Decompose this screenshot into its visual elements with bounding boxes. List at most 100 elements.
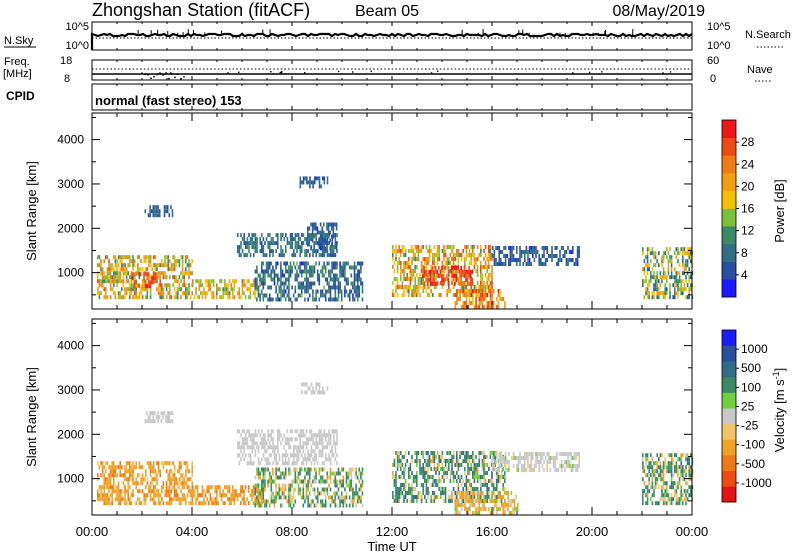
data-cell — [156, 493, 158, 498]
data-cell — [578, 452, 580, 456]
data-cell — [109, 287, 112, 292]
data-cell — [497, 305, 500, 309]
data-cell — [262, 495, 265, 500]
data-cell — [248, 489, 250, 494]
data-cell — [272, 269, 274, 274]
data-cell — [442, 273, 445, 278]
data-cell — [332, 285, 335, 290]
data-cell — [408, 451, 410, 455]
data-cell — [237, 233, 239, 238]
freq-dot — [237, 71, 240, 74]
data-cell — [501, 460, 504, 464]
data-cell — [300, 495, 303, 500]
data-cell — [643, 469, 646, 474]
data-cell — [224, 485, 226, 490]
data-cell — [356, 495, 359, 500]
data-cell — [475, 305, 477, 309]
data-cell — [318, 184, 321, 189]
data-cell — [472, 487, 474, 491]
data-cell — [156, 489, 158, 494]
data-cell — [148, 255, 150, 260]
data-cell — [678, 481, 681, 486]
data-cell — [127, 485, 129, 490]
data-cell — [411, 293, 413, 297]
data-cell — [254, 291, 256, 296]
data-cell — [248, 249, 250, 254]
data-cell — [449, 269, 452, 273]
data-cell — [204, 279, 207, 284]
data-cell — [337, 281, 340, 286]
data-cell — [286, 499, 289, 504]
data-cell — [293, 445, 295, 450]
data-cell — [392, 495, 394, 499]
data-cell — [483, 499, 485, 503]
data-cell — [414, 289, 416, 293]
data-cell — [267, 245, 269, 250]
freq-dot — [303, 71, 306, 74]
data-cell — [209, 493, 212, 498]
data-cell — [124, 267, 126, 272]
data-cell — [301, 390, 303, 395]
data-cell — [138, 473, 141, 478]
data-cell — [677, 295, 679, 300]
data-cell — [132, 267, 134, 272]
data-cell — [646, 497, 649, 502]
data-cell — [686, 283, 689, 288]
data-cell — [119, 259, 121, 264]
data-cell — [512, 246, 515, 250]
data-cell — [457, 483, 460, 487]
data-cell — [656, 465, 658, 470]
data-cell — [269, 461, 271, 466]
data-cell — [138, 267, 141, 272]
data-cell — [334, 222, 336, 227]
data-cell — [171, 209, 174, 214]
data-cell — [404, 451, 407, 455]
data-cell — [685, 493, 687, 498]
data-cell — [331, 495, 333, 500]
data-cell — [424, 257, 426, 261]
data-cell — [572, 468, 574, 472]
data-cell — [262, 471, 265, 476]
freq-dot — [156, 73, 158, 76]
freq-dot — [168, 77, 170, 80]
data-cell — [105, 279, 107, 284]
data-cell — [328, 269, 330, 274]
data-cell — [129, 255, 131, 260]
data-cell — [476, 487, 479, 491]
nsearch-tick-top: 10^5 — [707, 21, 731, 33]
data-cell — [538, 452, 540, 456]
data-cell — [393, 463, 396, 467]
data-cell — [313, 242, 315, 247]
data-cell — [578, 464, 580, 468]
data-cell — [219, 489, 221, 494]
data-cell — [480, 253, 482, 257]
data-cell — [333, 253, 335, 258]
data-cell — [666, 493, 668, 498]
data-cell — [667, 271, 670, 276]
data-cell — [289, 261, 292, 266]
data-cell — [270, 285, 273, 290]
data-cell — [268, 475, 271, 480]
data-cell — [153, 485, 155, 490]
data-cell — [658, 279, 660, 284]
data-cell — [320, 499, 322, 504]
data-cell — [470, 495, 472, 499]
data-cell — [169, 493, 171, 498]
data-cell — [204, 493, 207, 498]
data-cell — [358, 479, 361, 484]
range-tick-label: 1000 — [57, 472, 84, 486]
data-cell — [106, 477, 109, 482]
data-cell — [304, 249, 306, 254]
data-cell — [540, 460, 542, 464]
data-cell — [149, 295, 152, 300]
data-cell — [275, 273, 277, 278]
data-cell — [321, 475, 324, 480]
data-cell — [158, 415, 161, 420]
data-cell — [294, 429, 297, 434]
data-cell — [675, 493, 678, 498]
data-cell — [483, 289, 485, 293]
data-cell — [321, 289, 324, 294]
data-cell — [331, 261, 333, 266]
data-cell — [422, 269, 424, 273]
